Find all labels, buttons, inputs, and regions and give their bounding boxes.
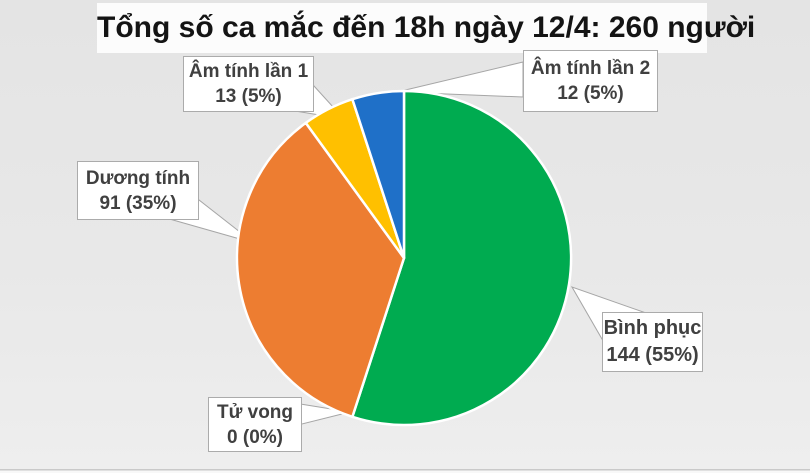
- chart-title: Tổng số ca mắc đến 18h ngày 12/4: 260 ng…: [97, 3, 755, 53]
- callout-label: Tử vong: [216, 401, 294, 423]
- callout-tu-vong: Tử vong 0 (0%): [208, 397, 302, 452]
- callout-value: 0 (0%): [227, 426, 283, 448]
- callout-value: 144 (55%): [606, 344, 699, 366]
- callout-label: Dương tính: [85, 167, 191, 189]
- pie-slice-Âm tính lần 2: [351, 89, 406, 260]
- callout-label: Âm tính lần 1: [188, 61, 309, 82]
- callout-value: 12 (5%): [557, 83, 624, 104]
- callout-am-tinh-1: Âm tính lần 1 13 (5%): [183, 56, 314, 112]
- pie-slice-Bình phục: [351, 89, 573, 427]
- callout-value: 91 (35%): [99, 192, 177, 214]
- callout-label: Âm tính lần 2: [530, 58, 651, 79]
- pie-slice-Dương tính: [235, 121, 406, 419]
- callout-label: Bình phục: [603, 317, 702, 339]
- callout-value: 13 (5%): [215, 86, 282, 107]
- canvas-bottom-edge: [0, 469, 810, 473]
- callout-binh-phuc: Bình phục 144 (55%): [602, 312, 703, 372]
- callout-am-tinh-2: Âm tính lần 2 12 (5%): [523, 50, 658, 112]
- callout-duong-tinh: Dương tính 91 (35%): [77, 161, 199, 220]
